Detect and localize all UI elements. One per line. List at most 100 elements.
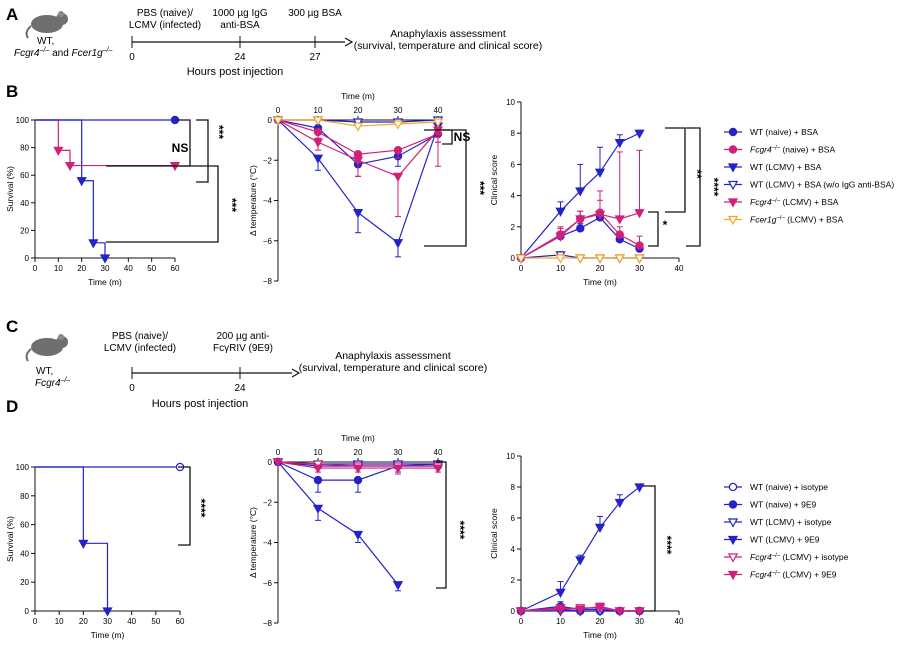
y-tick-label: −6 <box>263 237 273 246</box>
series <box>272 458 444 475</box>
y-tick-label: −2 <box>263 156 273 165</box>
data-point <box>392 464 404 474</box>
legend-item: Fcgr4–/– (naive) + BSA <box>724 145 835 155</box>
x-tick-label: 0 <box>276 448 281 457</box>
y-tick-label: 10 <box>506 98 515 107</box>
bracket-line <box>648 211 659 247</box>
schematic-c: WT, Fcgr4–/– PBS (naive)/ LCMV (infected… <box>25 331 487 410</box>
data-point <box>312 116 324 126</box>
significance-bracket: *** <box>106 165 239 243</box>
x-tick-label: 20 <box>77 264 86 273</box>
data-point <box>634 129 645 139</box>
y-tick-label: −2 <box>263 498 273 507</box>
y-tick-label: 0 <box>25 607 30 616</box>
step1-label-2: LCMV (infected) <box>104 343 176 354</box>
outcome-label: Anaphylaxis assessment <box>335 350 451 362</box>
data-point <box>614 607 625 617</box>
legend-label: WT (naive) + BSA <box>750 127 818 137</box>
legend-item: WT (naive) + BSA <box>724 127 818 137</box>
legend-marker <box>728 500 738 509</box>
significance-label: *** <box>212 125 226 139</box>
x-axis-label: Time (m) <box>91 630 125 640</box>
data-point <box>392 172 404 182</box>
data-point <box>555 207 566 217</box>
x-tick-label: 30 <box>394 448 403 457</box>
data-point <box>594 254 606 264</box>
significance-bracket: * <box>648 211 668 247</box>
data-point <box>53 146 64 156</box>
legend-b: WT (naive) + BSA Fcgr4–/– (naive) + BSA WT… <box>724 127 894 226</box>
legend-label-gene: Fcgr4 <box>750 145 772 155</box>
series-line <box>35 466 109 611</box>
chart-d-temperature: 0 10 20 30 40 0 −2 −4 −6 −8 Time (m) Δ temperature … <box>248 433 467 628</box>
panel-label-c: C <box>6 317 18 336</box>
y-tick-label: 8 <box>511 483 516 492</box>
data-point <box>515 254 527 264</box>
legend-label-rest: (LCMV) + 9E9 <box>780 570 837 580</box>
y-axis-label: Clinical score <box>489 508 499 559</box>
data-point <box>594 523 606 533</box>
timeline-label: Hours post injection <box>152 398 249 410</box>
step2-label-2: FcγRIV (9E9) <box>213 343 273 354</box>
tick-24: 24 <box>234 52 246 63</box>
step2-label-2: anti-BSA <box>220 20 260 31</box>
data-point <box>312 154 324 164</box>
data-point <box>312 504 324 514</box>
mouse-strain-label: WT, <box>36 366 53 377</box>
significance-label: NS <box>454 130 471 144</box>
data-point <box>88 239 99 249</box>
legend-label: Fcgr4–/– (LCMV) + 9E9 <box>750 570 837 580</box>
x-tick-label: 0 <box>519 264 524 273</box>
data-point <box>575 556 586 566</box>
series-line <box>35 119 106 258</box>
panel-label-a: A <box>6 5 18 24</box>
legend-marker <box>727 180 739 191</box>
x-tick-label: 60 <box>171 264 180 273</box>
legend-marker <box>727 535 739 546</box>
data-point <box>614 138 625 149</box>
legend-item: WT (naive) + 9E9 <box>724 500 816 510</box>
series <box>35 462 185 472</box>
y-tick-label: 60 <box>20 521 29 530</box>
significance-label: **** <box>660 536 674 555</box>
x-tick-label: 40 <box>675 264 684 273</box>
x-tick-label: 20 <box>596 264 605 273</box>
y-tick-label: 0 <box>511 254 516 263</box>
data-point <box>312 138 324 148</box>
data-point <box>76 177 87 187</box>
tick-24: 24 <box>234 383 246 394</box>
legend-item: WT (naive) + isotype <box>724 482 828 492</box>
legend-marker <box>728 127 738 137</box>
series-line <box>277 461 399 586</box>
y-axis-label: Clinical score <box>489 154 499 205</box>
data-point <box>594 602 606 612</box>
legend-label-rest: (LCMV) + BSA <box>785 215 844 225</box>
significance-bracket: *** <box>424 129 487 247</box>
legend-label-rest: (naive) + BSA <box>780 145 835 155</box>
data-point <box>555 588 566 599</box>
y-tick-label: 6 <box>511 160 516 169</box>
x-tick-label: 30 <box>394 106 403 115</box>
legend-label: WT (LCMV) + BSA <box>750 162 822 172</box>
y-axis-label: Survival (%) <box>5 166 15 212</box>
mouse-genotype-label: Fcgr4–/– and Fcer1g–/– <box>14 47 113 59</box>
series <box>272 116 444 132</box>
data-point <box>634 209 645 219</box>
data-point <box>594 210 606 220</box>
legend-marker <box>727 553 739 563</box>
x-tick-label: 10 <box>556 264 565 273</box>
data-point <box>515 607 527 617</box>
legend-label-gene: Fcgr4 <box>750 552 772 562</box>
x-tick-label: 0 <box>519 617 524 626</box>
data-point <box>575 254 586 264</box>
significance-label: * <box>663 218 668 232</box>
panel-label-b: B <box>6 82 18 101</box>
legend-item: WT (LCMV) + BSA <box>724 162 822 173</box>
chart-b-survival: 0 10 20 30 40 50 60 0 20 40 60 80 100 Time (m) Surviva… <box>5 115 239 287</box>
data-point <box>615 230 624 239</box>
legend-label: WT (LCMV) + BSA (w/o IgG anti-BSA) <box>750 180 894 190</box>
y-tick-label: 0 <box>268 116 273 125</box>
data-point <box>170 115 180 125</box>
data-point <box>555 254 566 264</box>
data-point <box>614 498 625 509</box>
